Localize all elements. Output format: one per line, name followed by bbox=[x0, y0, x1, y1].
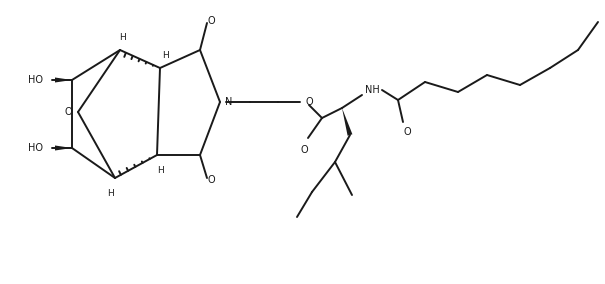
Text: O: O bbox=[207, 16, 215, 26]
Text: O: O bbox=[64, 107, 72, 117]
Polygon shape bbox=[55, 78, 72, 82]
Text: H: H bbox=[157, 166, 163, 174]
Text: H: H bbox=[106, 189, 113, 197]
Text: O: O bbox=[305, 97, 313, 107]
Text: HO: HO bbox=[27, 143, 42, 153]
Text: O: O bbox=[207, 175, 215, 185]
Text: O: O bbox=[300, 145, 308, 155]
Polygon shape bbox=[342, 108, 352, 136]
Text: NH: NH bbox=[365, 85, 379, 95]
Text: O: O bbox=[403, 127, 411, 137]
Text: H: H bbox=[162, 51, 168, 60]
Text: HO: HO bbox=[27, 75, 42, 85]
Polygon shape bbox=[55, 145, 72, 151]
Text: H: H bbox=[119, 32, 125, 41]
Text: N: N bbox=[225, 97, 232, 107]
